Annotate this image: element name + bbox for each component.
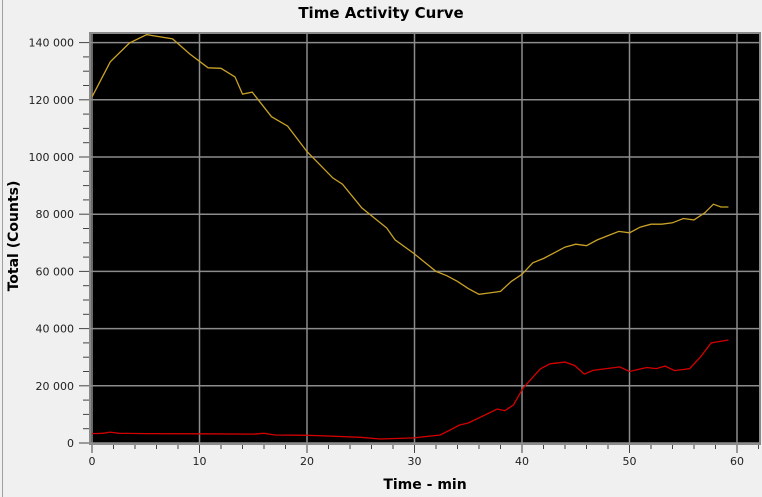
y-tick-label: 100 000 (29, 151, 75, 164)
y-tick-label: 20 000 (36, 380, 75, 393)
y-tick-label: 140 000 (29, 37, 75, 50)
y-tick-label: 0 (67, 437, 74, 450)
x-tick-label: 40 (515, 455, 529, 468)
x-tick-label: 20 (300, 455, 314, 468)
series-line-yellow-curve (91, 33, 729, 295)
x-tick-label: 60 (730, 455, 744, 468)
x-axis-title: Time - min (383, 477, 467, 493)
x-tick-label: 30 (408, 455, 422, 468)
y-tick-label: 120 000 (29, 94, 75, 107)
x-tick-label: 0 (89, 455, 96, 468)
series-line-red-curve (91, 339, 729, 440)
y-tick-label: 80 000 (36, 208, 75, 221)
x-tick-label: 10 (193, 455, 207, 468)
y-tick-label: 60 000 (36, 265, 75, 278)
chart-title: Time Activity Curve (298, 4, 464, 22)
plot-background (89, 32, 761, 445)
y-tick-label: 40 000 (36, 323, 75, 336)
x-tick-label: 50 (623, 455, 637, 468)
